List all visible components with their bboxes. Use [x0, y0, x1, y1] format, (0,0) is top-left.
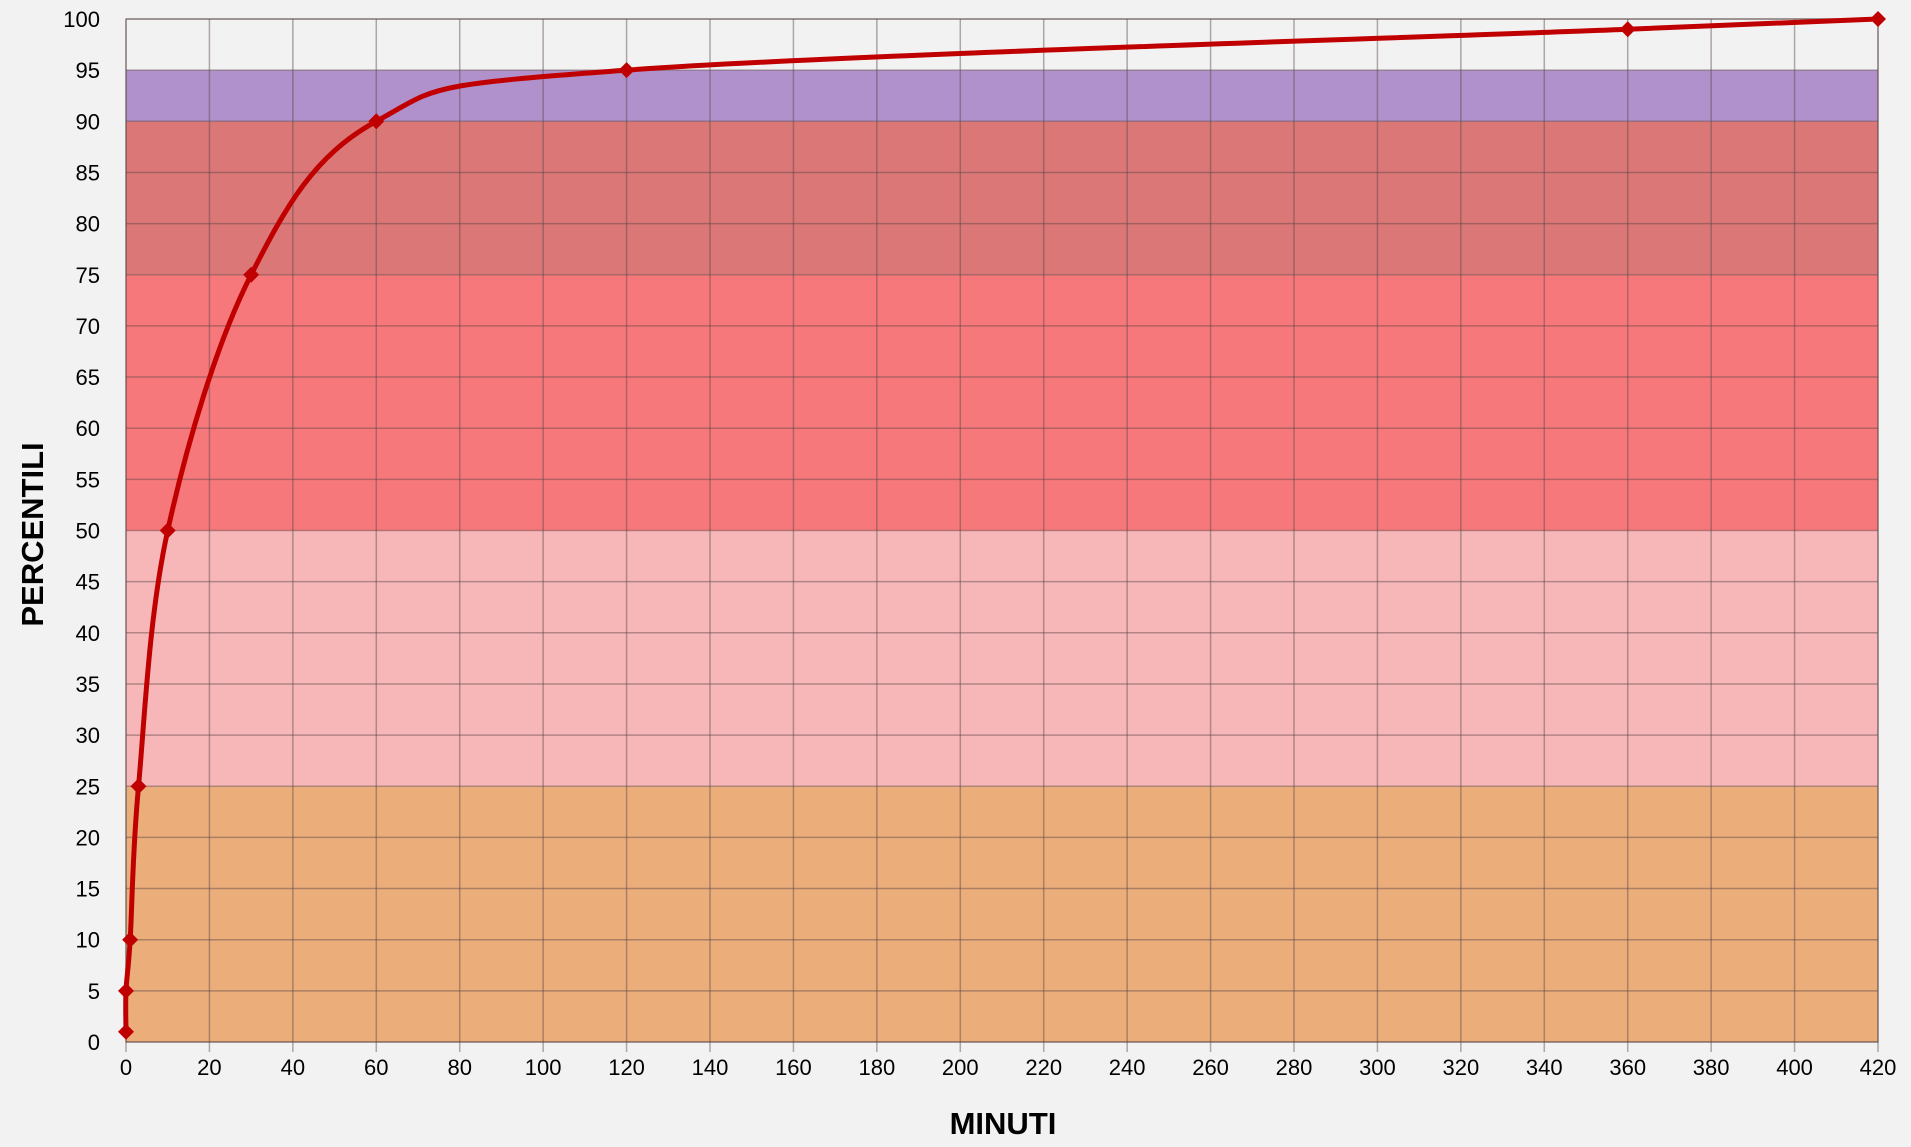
y-tick-label: 20: [76, 825, 100, 850]
x-tick-label: 40: [281, 1055, 305, 1080]
y-tick-label: 50: [76, 519, 100, 544]
x-tick-label: 180: [858, 1055, 895, 1080]
y-tick-label: 15: [76, 877, 100, 902]
x-tick-label: 360: [1609, 1055, 1646, 1080]
x-tick-label: 20: [197, 1055, 221, 1080]
data-point: [118, 982, 134, 999]
x-tick-label: 0: [120, 1055, 132, 1080]
y-axis-title: PERCENTILI: [15, 442, 50, 626]
data-point: [368, 113, 385, 130]
x-axis-title: MINUTI: [950, 1106, 1057, 1141]
y-tick-label: 55: [76, 467, 100, 492]
data-point: [130, 778, 147, 795]
y-tick-label: 90: [76, 109, 100, 134]
x-tick-label: 400: [1776, 1055, 1813, 1080]
y-tick-label: 0: [88, 1030, 100, 1055]
x-tick-label: 160: [775, 1055, 812, 1080]
y-tick-label: 85: [76, 160, 100, 185]
x-tick-label: 340: [1526, 1055, 1563, 1080]
gridlines: [125, 18, 1879, 1052]
band-75-90: [126, 121, 1878, 275]
y-tick-label: 95: [76, 58, 100, 83]
y-tick-label: 65: [76, 365, 100, 390]
x-tick-label: 420: [1860, 1055, 1897, 1080]
data-point: [618, 62, 635, 79]
series-line: [123, 16, 1881, 1035]
x-tick-label: 380: [1693, 1055, 1730, 1080]
y-tick-label: 100: [63, 7, 100, 32]
y-tick-label: 80: [76, 212, 100, 237]
x-tick-label: 300: [1359, 1055, 1396, 1080]
y-tick-label: 10: [76, 928, 100, 953]
y-tick-label: 25: [76, 774, 100, 799]
data-point: [1619, 21, 1636, 38]
data-point: [1870, 11, 1886, 27]
band-25-50: [126, 530, 1878, 787]
y-tick-label: 70: [76, 314, 100, 339]
x-tick-label: 320: [1442, 1055, 1479, 1080]
x-tick-labels: 0 20 40 60 80 100 120 140 160 180 200 220 240 260 280 3…: [120, 1055, 1896, 1080]
x-tick-label: 280: [1276, 1055, 1313, 1080]
data-point: [243, 266, 260, 283]
background-bands: [126, 70, 1878, 1042]
y-tick-label: 35: [76, 672, 100, 697]
data-point: [122, 931, 139, 948]
y-tick-label: 40: [76, 621, 100, 646]
x-tick-label: 260: [1192, 1055, 1229, 1080]
x-tick-label: 240: [1109, 1055, 1146, 1080]
y-tick-labels: 0 5 10 15 20 25 30 35 40 45 50 55 60 65 70 75 80 85 90 95 10…: [63, 7, 100, 1055]
y-tick-label: 45: [76, 570, 100, 595]
data-point: [118, 1023, 134, 1040]
plot-border: [125, 18, 1879, 1043]
data-point: [159, 522, 176, 539]
x-tick-label: 140: [692, 1055, 729, 1080]
series-markers: [118, 11, 1886, 1040]
x-tick-label: 220: [1025, 1055, 1062, 1080]
band-0-25: [126, 786, 1878, 1042]
y-tick-label: 60: [76, 416, 100, 441]
x-tick-label: 80: [447, 1055, 471, 1080]
series-line-layer: [123, 16, 1881, 1035]
band-50-75: [126, 274, 1878, 531]
x-tick-label: 120: [608, 1055, 645, 1080]
x-tick-label: 200: [942, 1055, 979, 1080]
x-tick-label: 100: [525, 1055, 562, 1080]
x-tick-label: 60: [364, 1055, 388, 1080]
y-tick-label: 75: [76, 263, 100, 288]
y-tick-label: 5: [88, 979, 100, 1004]
y-tick-label: 30: [76, 723, 100, 748]
